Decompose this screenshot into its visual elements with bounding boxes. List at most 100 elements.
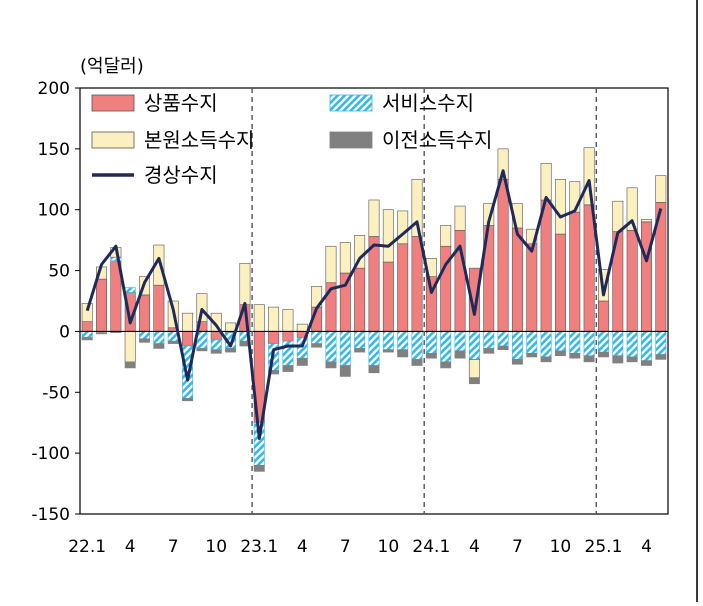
bar-상품수지-5	[153, 284, 165, 332]
bar-이전소득수지-12	[253, 465, 265, 472]
y-tick-label: 50	[48, 262, 70, 282]
bar-이전소득수지-17	[325, 361, 337, 369]
bar-서비스수지-0	[81, 331, 93, 338]
bar-상품수지-0	[81, 321, 93, 332]
x-tick-label: 24.1	[412, 537, 450, 557]
bar-서비스수지-22	[397, 331, 409, 350]
bar-본원소득수지-22	[397, 210, 409, 245]
bar-이전소득수지-0	[81, 337, 93, 341]
bar-본원소득수지-35	[583, 147, 595, 206]
bar-이전소득수지-1	[96, 332, 107, 335]
frame-edge	[696, 0, 698, 602]
bar-이전소득수지-40	[655, 354, 667, 360]
bar-상품수지-4	[139, 294, 150, 332]
bar-서비스수지-9	[210, 339, 222, 350]
bar-상품수지-23	[411, 236, 423, 332]
bar-서비스수지-24	[425, 331, 437, 354]
bar-이전소득수지-29	[497, 345, 509, 350]
y-tick-label: 0	[59, 322, 70, 342]
x-tick-label: 4	[469, 537, 480, 557]
y-tick-label: -50	[42, 383, 70, 403]
bar-본원소득수지-14	[282, 309, 294, 332]
legend-label-상품수지: 상품수지	[144, 91, 218, 115]
x-tick-label: 22.1	[68, 537, 106, 557]
bar-본원소득수지-17	[325, 245, 337, 284]
bar-이전소득수지-16	[311, 343, 323, 348]
x-tick-label: 4	[641, 537, 652, 557]
bar-상품수지-35	[583, 204, 595, 332]
bar-서비스수지-37	[612, 331, 624, 357]
bar-상품수지-34	[569, 211, 581, 332]
bar-서비스수지-17	[325, 331, 337, 363]
bar-서비스수지-25	[440, 331, 452, 363]
bar-본원소득수지-29	[497, 148, 509, 180]
bar-이전소득수지-39	[641, 360, 652, 366]
x-tick-label: 4	[297, 537, 308, 557]
bar-상품수지-13	[268, 331, 280, 344]
bar-상품수지-1	[96, 278, 107, 332]
bar-이전소득수지-34	[569, 353, 581, 359]
bar-본원소득수지-37	[612, 200, 624, 232]
bar-서비스수지-7	[182, 345, 194, 399]
legend-label-본원소득수지: 본원소득수지	[144, 128, 254, 152]
x-tick-label: 10	[550, 537, 572, 557]
bar-상품수지-31	[526, 243, 538, 332]
bar-본원소득수지-23	[411, 178, 423, 237]
bar-본원소득수지-39	[641, 219, 652, 223]
bar-본원소득수지-21	[382, 209, 394, 263]
bar-이전소득수지-20	[368, 365, 380, 374]
bar-서비스수지-32	[540, 331, 552, 358]
bar-서비스수지-18	[339, 331, 351, 366]
bar-본원소득수지-26	[454, 205, 466, 231]
bar-이전소득수지-36	[598, 351, 609, 358]
bar-이전소득수지-13	[268, 370, 280, 375]
bar-상품수지-33	[554, 233, 566, 332]
bar-이전소득수지-33	[554, 350, 566, 357]
bar-본원소득수지-13	[268, 306, 280, 332]
bar-상품수지-19	[354, 267, 366, 332]
legend-label-서비스수지: 서비스수지	[382, 91, 474, 115]
bar-상품수지-39	[641, 221, 652, 332]
bar-본원소득수지-20	[368, 199, 380, 237]
bar-본원소득수지-8	[196, 293, 208, 322]
x-tick-label: 10	[378, 537, 400, 557]
bar-서비스수지-40	[655, 331, 667, 355]
bar-서비스수지-38	[626, 331, 638, 358]
x-tick-label: 25.1	[585, 537, 623, 557]
bar-상품수지-30	[511, 227, 523, 332]
bar-이전소득수지-7	[182, 398, 194, 402]
x-tick-label: 7	[168, 537, 179, 557]
bar-이전소득수지-19	[354, 348, 366, 353]
legend-key-서비스수지	[329, 94, 373, 112]
bar-상품수지-18	[339, 272, 351, 332]
x-tick-label: 23.1	[240, 537, 278, 557]
legend-key-상품수지	[91, 94, 135, 112]
bar-본원소득수지-27	[468, 359, 480, 378]
bar-이전소득수지-38	[626, 356, 638, 363]
bar-상품수지-38	[626, 230, 638, 332]
bar-서비스수지-39	[641, 331, 652, 361]
bar-이전소득수지-35	[583, 355, 595, 363]
bar-본원소득수지-38	[626, 187, 638, 231]
x-tick-label: 4	[125, 537, 136, 557]
bar-이전소득수지-23	[411, 359, 423, 366]
bar-이전소득수지-27	[468, 377, 480, 385]
bar-본원소득수지-18	[339, 242, 351, 274]
bar-서비스수지-19	[354, 331, 366, 349]
bar-이전소득수지-31	[526, 353, 538, 358]
bar-상품수지-32	[540, 199, 552, 332]
legend-label-이전소득수지: 이전소득수지	[382, 128, 492, 152]
bar-이전소득수지-14	[282, 365, 294, 372]
bar-본원소득수지-15	[296, 323, 308, 332]
bar-서비스수지-27	[468, 331, 480, 360]
bar-본원소득수지-40	[655, 175, 667, 203]
y-tick-label: -150	[31, 505, 70, 525]
bar-이전소득수지-18	[339, 365, 351, 377]
y-tick-label: -100	[31, 444, 70, 464]
x-tick-label: 7	[512, 537, 523, 557]
bar-본원소득수지-11	[239, 262, 251, 305]
bar-본원소득수지-25	[440, 225, 452, 247]
bar-서비스수지-4	[139, 331, 150, 340]
